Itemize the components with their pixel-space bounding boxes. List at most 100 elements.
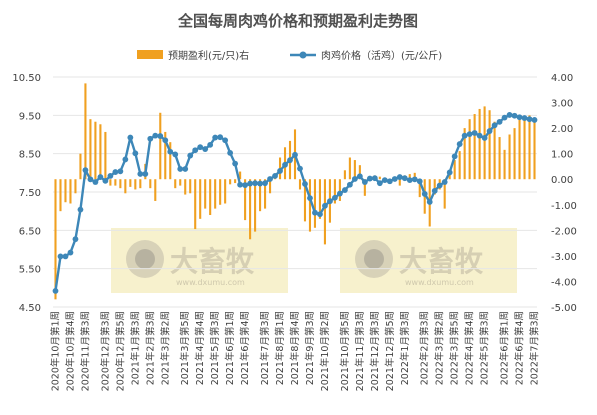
- profit-bar-26: [184, 179, 187, 195]
- profit-bar-7: [89, 119, 92, 180]
- profit-bar-57: [338, 179, 341, 201]
- x-axis: 2020年10月第1周 2020年10月第4周 2020年11月第3周 2020年12…: [49, 311, 540, 391]
- price-point-57: [337, 190, 343, 197]
- price-point-71: [406, 177, 413, 184]
- profit-bar-5: [79, 153, 82, 180]
- price-point-27: [187, 152, 194, 159]
- price-point-38: [242, 182, 249, 189]
- price-point-49: [297, 165, 303, 172]
- y-right-tick-label-1: -4.00: [551, 277, 577, 288]
- price-point-84: [471, 130, 478, 136]
- y-right-tick-label-6: 1.00: [551, 150, 573, 161]
- price-point-22: [162, 137, 169, 144]
- watermark-right: 大畜牧 www.dxumu.com: [340, 228, 517, 293]
- price-point-69: [396, 174, 403, 180]
- profit-bar-78: [443, 179, 446, 209]
- y-right-tick-label-4: -1.00: [551, 201, 577, 212]
- price-point-64: [371, 175, 378, 182]
- price-point-65: [376, 180, 383, 187]
- x-tick-label-21: 2021年12月第5周: [384, 311, 396, 391]
- price-point-96: [531, 117, 538, 123]
- profit-bar-93: [518, 115, 521, 180]
- profit-bar-20: [154, 179, 157, 201]
- price-point-7: [87, 176, 94, 183]
- price-point-39: [247, 180, 253, 187]
- profit-bar-2: [64, 179, 67, 203]
- price-point-33: [217, 134, 224, 141]
- price-point-52: [312, 209, 318, 216]
- profit-bar-62: [363, 179, 366, 196]
- price-point-59: [346, 181, 353, 188]
- x-tick-label-24: 2022年3月第2周: [434, 311, 446, 385]
- profit-bar-41: [259, 179, 262, 212]
- x-tick-label-17: 2021年10月第2周: [319, 311, 331, 391]
- profit-bar-22: [164, 131, 167, 180]
- profit-bar-54: [323, 179, 326, 245]
- y-right-tick-label-5: 0.00: [551, 175, 573, 186]
- profit-bar-80: [453, 160, 456, 180]
- y-left-tick-label-6: 10.50: [12, 73, 41, 84]
- x-tick-label-25: 2022年3月第5周: [449, 311, 461, 385]
- profit-bar-88: [493, 121, 496, 180]
- price-point-16: [132, 150, 139, 157]
- profit-bar-51: [308, 179, 312, 232]
- y-left-tick-label-4: 8.50: [19, 150, 41, 161]
- x-tick-label-9: 2021年4月第4周: [194, 311, 206, 385]
- profit-bar-16: [134, 179, 137, 190]
- price-point-28: [192, 147, 199, 154]
- profit-bar-50: [303, 179, 307, 222]
- x-tick-label-14: 2021年8月第1周: [274, 311, 286, 385]
- price-point-54: [322, 202, 328, 209]
- price-point-92: [511, 112, 518, 119]
- price-point-40: [252, 180, 258, 187]
- price-point-26: [182, 166, 189, 172]
- price-line: [52, 112, 538, 294]
- x-tick-label-18: 2021年10月第5周: [339, 311, 351, 391]
- price-point-17: [137, 171, 144, 177]
- price-point-19: [147, 135, 154, 142]
- y-left-tick-label-5: 9.50: [19, 111, 41, 122]
- profit-bar-91: [508, 134, 511, 180]
- price-point-66: [381, 177, 388, 184]
- x-tick-label-16: 2021年9月第3周: [304, 311, 316, 385]
- x-tick-label-22: 2022年1月第3周: [399, 311, 411, 385]
- y-left-tick-label-1: 5.50: [19, 265, 41, 276]
- price-point-41: [257, 180, 263, 187]
- price-point-12: [112, 169, 119, 175]
- legend-line-label: 肉鸡价格（活鸡）(元/公斤): [321, 49, 442, 62]
- y-left-tick-label-2: 6.50: [19, 226, 41, 237]
- price-point-6: [82, 167, 89, 174]
- price-point-45: [277, 168, 283, 174]
- price-point-50: [302, 181, 308, 187]
- x-tick-label-26: 2022年4月第4周: [464, 311, 476, 385]
- price-point-77: [436, 182, 443, 189]
- profit-bar-58: [343, 170, 346, 180]
- x-tick-label-3: 2020年12月第3周: [99, 311, 111, 391]
- y-axis-right: -5.00 -4.00 -3.00 -2.00 -1.00 0.00 1.00 2.00 3.0…: [551, 73, 577, 314]
- price-point-72: [411, 176, 418, 183]
- price-point-88: [491, 122, 498, 129]
- price-point-44: [272, 173, 278, 179]
- price-point-86: [481, 135, 488, 141]
- price-point-37: [237, 181, 244, 188]
- y-left-tick-label-3: 7.50: [19, 188, 41, 199]
- profit-bar-94: [523, 116, 526, 180]
- price-point-55: [327, 198, 333, 205]
- profit-bar-83: [468, 119, 471, 180]
- price-point-23: [167, 148, 174, 155]
- price-point-8: [92, 179, 99, 185]
- price-point-89: [496, 118, 503, 125]
- price-point-42: [262, 180, 268, 187]
- price-point-3: [67, 249, 74, 256]
- price-point-4: [72, 236, 79, 243]
- price-point-48: [292, 151, 298, 158]
- profit-bars: [54, 83, 536, 300]
- x-tick-label-6: 2021年2月第3周: [144, 311, 156, 385]
- x-tick-label-15: 2021年8月第4周: [289, 311, 301, 385]
- profit-bar-21: [159, 112, 162, 180]
- price-point-82: [461, 132, 468, 139]
- profit-bar-40: [254, 179, 257, 232]
- price-point-32: [212, 134, 219, 141]
- legend-bar-swatch: [137, 50, 163, 59]
- profit-bar-1: [59, 179, 62, 212]
